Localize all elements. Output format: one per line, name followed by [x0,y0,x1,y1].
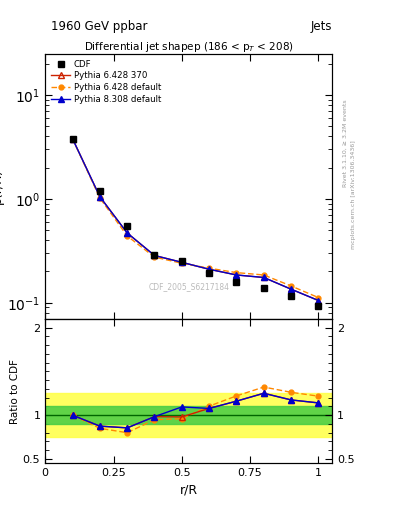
Text: CDF_2005_S6217184: CDF_2005_S6217184 [148,283,229,291]
Title: Differential jet shapep (186 < p$_T$ < 208): Differential jet shapep (186 < p$_T$ < 2… [84,39,294,54]
Y-axis label: ρ(r/R): ρ(r/R) [0,168,4,204]
Text: 1960 GeV ppbar: 1960 GeV ppbar [51,20,148,33]
Y-axis label: Ratio to CDF: Ratio to CDF [10,358,20,423]
X-axis label: r/R: r/R [180,484,198,497]
Legend: CDF, Pythia 6.428 370, Pythia 6.428 default, Pythia 8.308 default: CDF, Pythia 6.428 370, Pythia 6.428 defa… [50,58,163,105]
Text: Rivet 3.1.10, ≥ 3.2M events: Rivet 3.1.10, ≥ 3.2M events [343,99,347,187]
Text: Jets: Jets [310,20,332,33]
Text: mcplots.cern.ch [arXiv:1306.3436]: mcplots.cern.ch [arXiv:1306.3436] [351,140,356,249]
